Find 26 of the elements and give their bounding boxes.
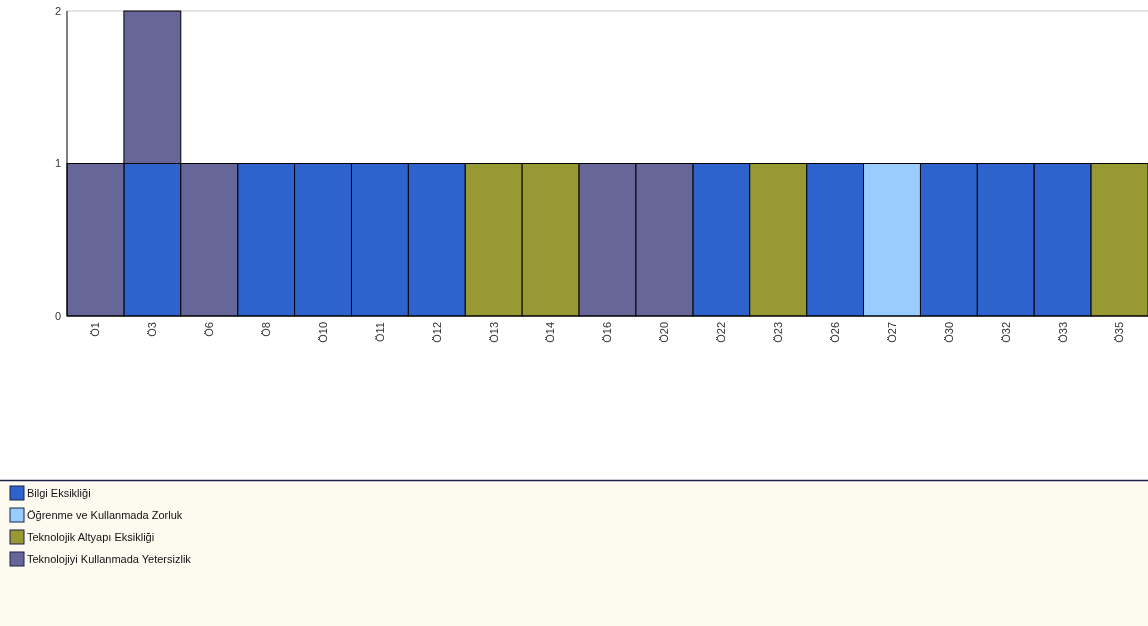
x-tick-label: Ö1 bbox=[89, 322, 102, 337]
x-tick-label: Ö12 bbox=[430, 322, 443, 343]
x-tick-label: Ö3 bbox=[146, 322, 159, 337]
x-tick-label: Ö22 bbox=[715, 322, 728, 343]
x-tick-label: Ö16 bbox=[601, 322, 614, 343]
x-tick-label: Ö11 bbox=[373, 322, 386, 342]
x-tick-label: Ö35 bbox=[1113, 322, 1126, 343]
x-tick-label: Ö23 bbox=[772, 322, 785, 343]
x-tick-label: Ö20 bbox=[658, 322, 671, 343]
x-tick-label: Ö13 bbox=[487, 322, 500, 343]
y-tick-label: 1 bbox=[54, 157, 61, 170]
x-tick-label: Ö30 bbox=[942, 322, 955, 343]
legend-label: Bilgi Eksikliği bbox=[27, 486, 91, 499]
x-tick-label: Ö27 bbox=[885, 322, 898, 343]
x-tick-label: Ö33 bbox=[1056, 322, 1069, 343]
x-tick-label: Ö14 bbox=[544, 322, 557, 343]
y-tick-label: 2 bbox=[54, 4, 61, 17]
y-tick-label: 0 bbox=[54, 309, 61, 322]
x-tick-label: Ö8 bbox=[259, 322, 272, 337]
legend-label: Teknolojiyi Kullanmada Yetersizlik bbox=[27, 552, 192, 565]
x-tick-label: Ö10 bbox=[316, 322, 329, 343]
legend-label: Öğrenme ve Kullanmada Zorluk bbox=[27, 508, 183, 521]
x-tick-label: Ö6 bbox=[203, 322, 216, 337]
x-tick-label: Ö26 bbox=[828, 322, 841, 343]
x-tick-label: Ö32 bbox=[999, 322, 1012, 343]
legend-label: Teknolojik Altyapı Eksikliği bbox=[27, 530, 155, 543]
